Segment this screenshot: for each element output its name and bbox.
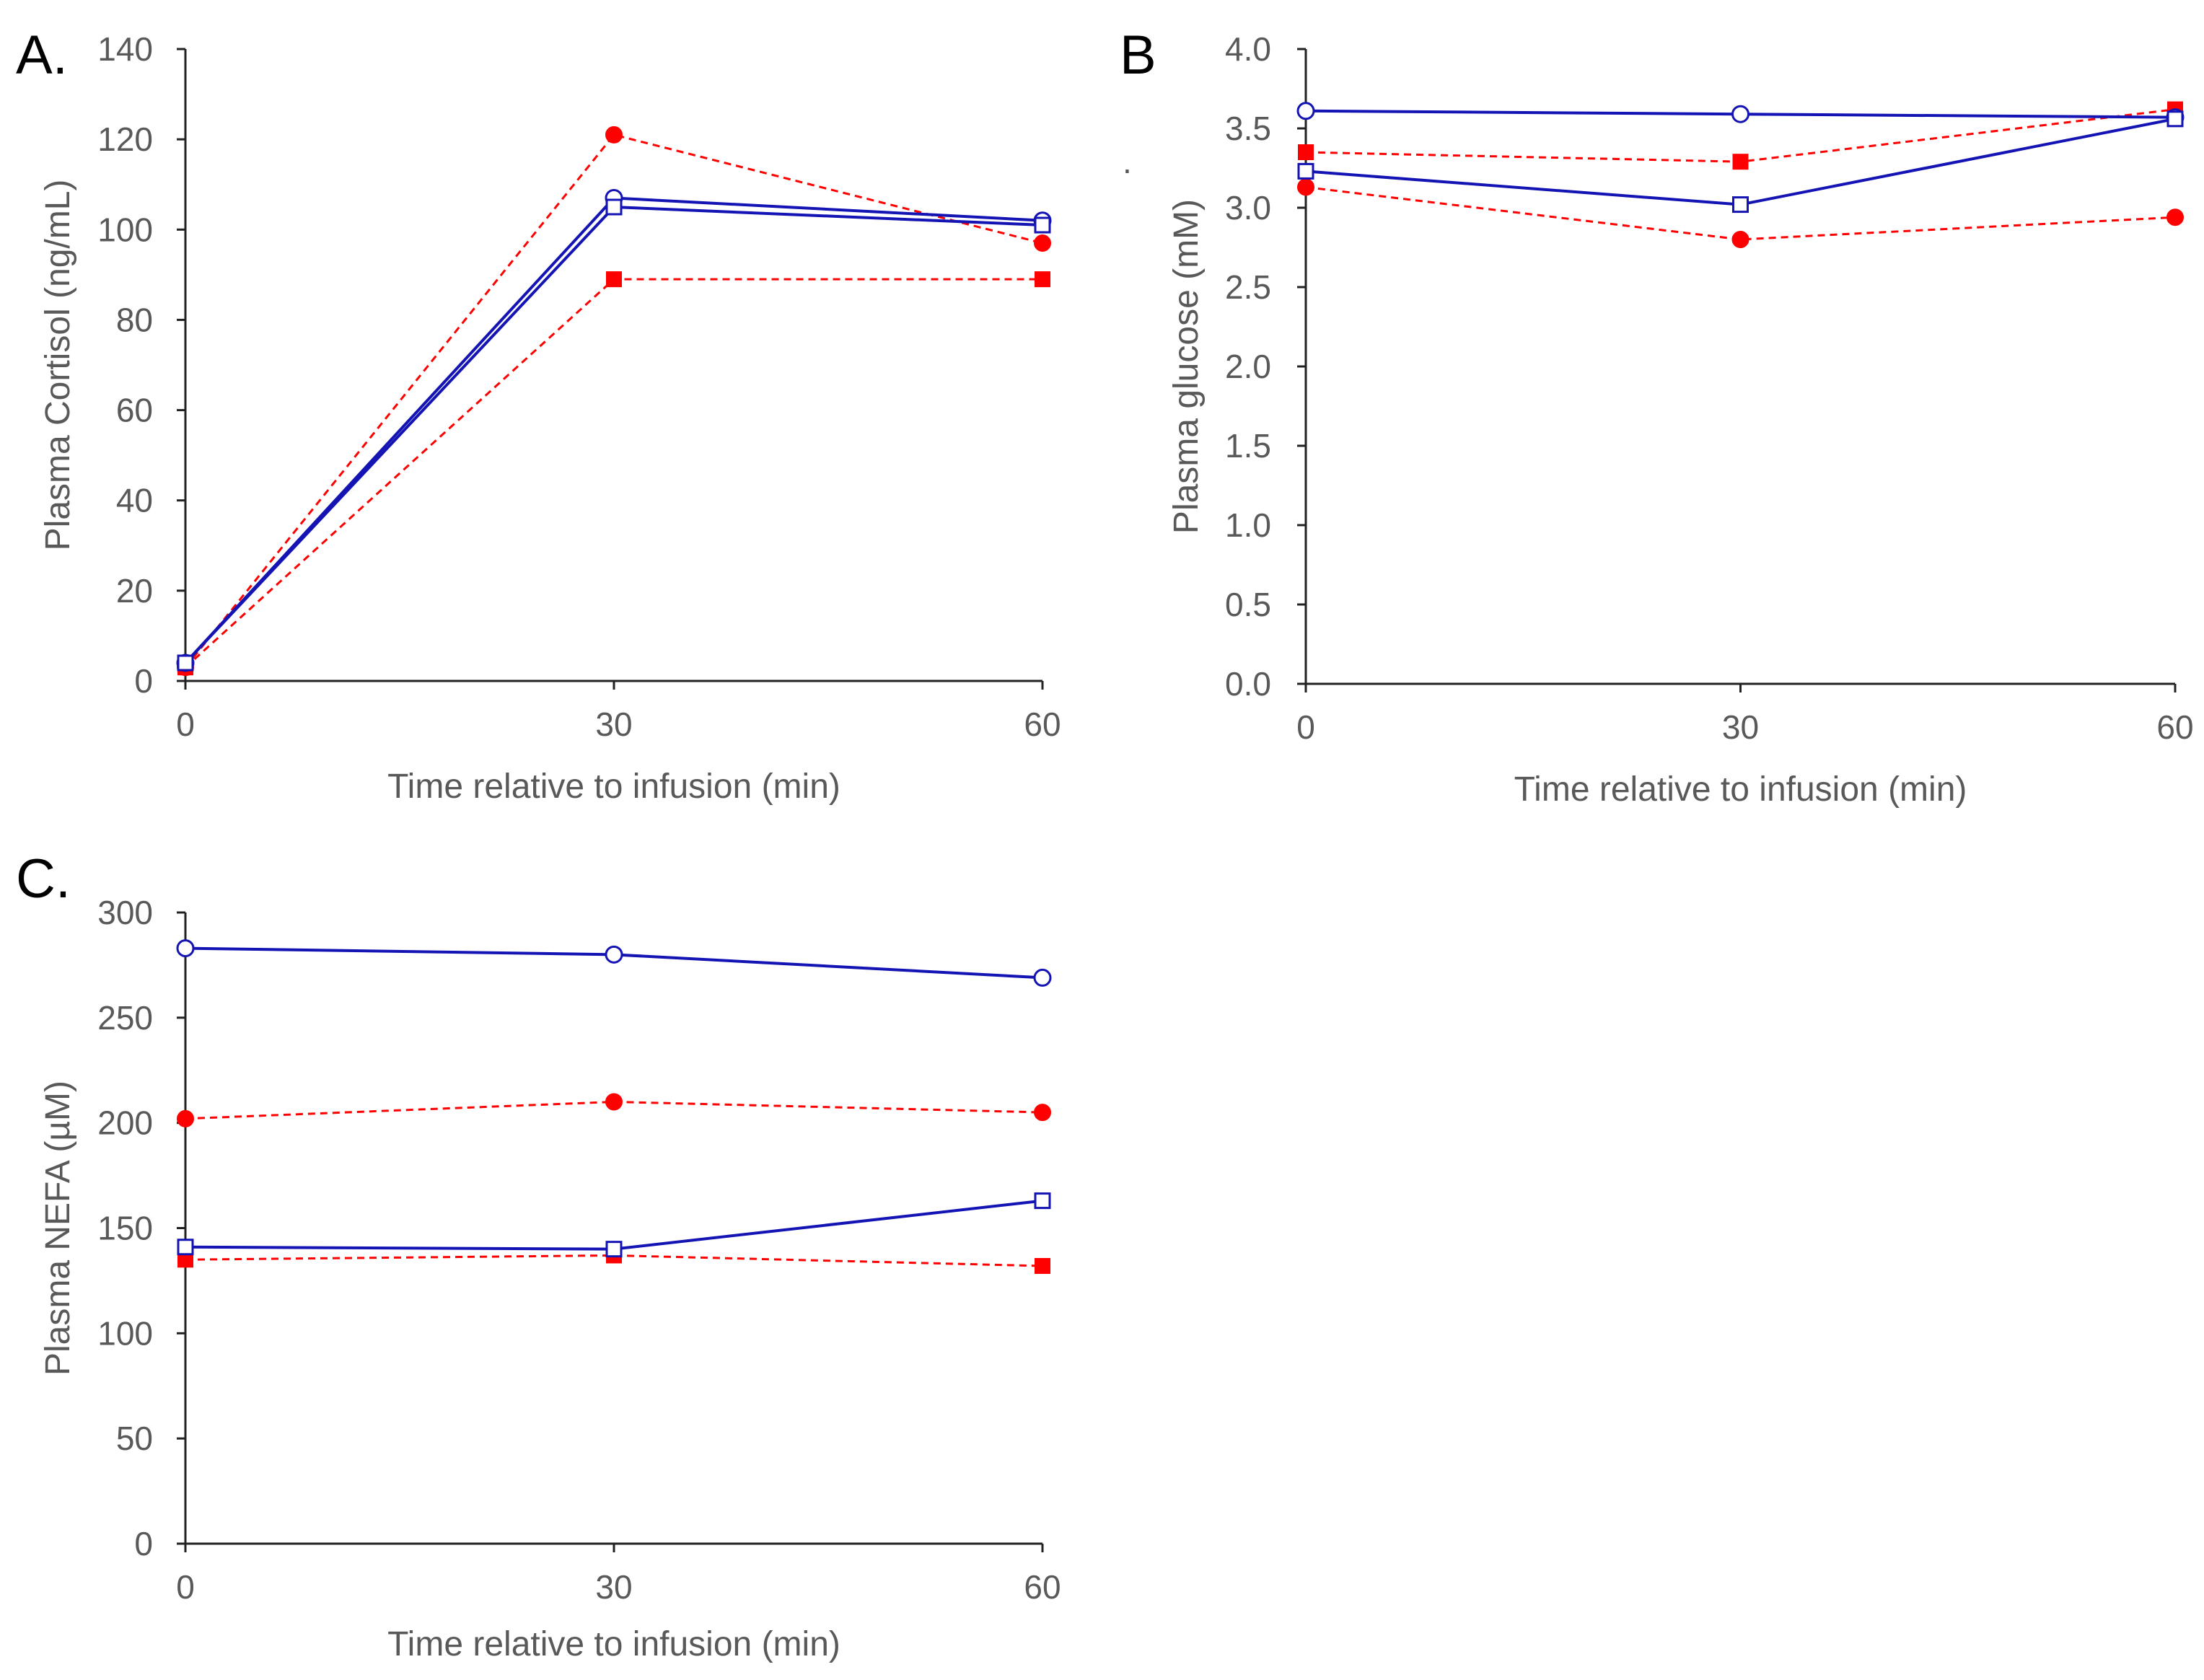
panel-c-data-point [177, 1109, 194, 1127]
panel-b-series-square-open [1297, 110, 2184, 214]
panel-a-y-tick-label: 80 [116, 301, 153, 338]
panel-c-letter: C. [16, 848, 71, 910]
panel-b-data-point [1297, 178, 1314, 196]
panel-c-data-point [605, 1241, 623, 1258]
panel-a-y-tick-label: 60 [116, 392, 153, 429]
panel-b-x-tick-label: 30 [1722, 708, 1759, 746]
panel-b-data-point [1298, 144, 1314, 160]
panel-a: A. 0 20 40 60 80 100 120 140 0 30 60 Time relative t… [16, 25, 1061, 806]
panel-b-y-tick-label: 1.5 [1225, 427, 1271, 465]
panel-b-series-line [1305, 185, 2176, 241]
panel-b-y-tick-label: 4.0 [1225, 30, 1271, 68]
panel-a-data-point [1035, 271, 1050, 288]
panel-a-y-tick-label: 140 [97, 30, 153, 68]
panel-b-series-circle-filled [1297, 178, 2184, 248]
panel-c-data-point [1035, 1258, 1050, 1274]
panel-c-y-tick-label: 200 [97, 1104, 153, 1142]
panel-b-data-point [1731, 231, 1749, 248]
panel-b-y-tick-label: 2.5 [1225, 268, 1271, 306]
panel-b-data-point [1297, 162, 1314, 180]
panel-b-x-tick-label: 60 [2156, 708, 2193, 746]
panel-c-data-point [1033, 968, 1052, 987]
panel-b-y-tick-label: 1.0 [1225, 506, 1271, 544]
panel-c-series-line [185, 1100, 1043, 1120]
panel-b: B 0.0 0.5 1.0 1.5 2.0 2.5 3.0 3.5 4.0 0 30 60 Time re… [1120, 25, 2194, 809]
panel-a-series-line [184, 133, 1043, 669]
panel-a-data-point [605, 126, 623, 144]
panel-a-x-axis-title: Time relative to infusion (min) [387, 768, 840, 806]
panel-c-y-tick-label: 50 [116, 1420, 153, 1457]
panel-b-x-tick-label: 0 [1296, 708, 1315, 746]
panel-c-y-tick-label: 300 [97, 894, 153, 931]
panel-b-x-axis-title: Time relative to infusion (min) [1514, 770, 1967, 809]
panel-a-series-line [184, 196, 1043, 664]
panel-c-data-point [1034, 1192, 1051, 1210]
panel-c: C. 0 50 100 150 200 250 300 0 30 60 Time relative t… [16, 848, 1061, 1663]
panel-b-data-point [1296, 102, 1315, 120]
panel-b-letter: B [1120, 25, 1156, 86]
panel-c-y-tick-label: 100 [97, 1314, 153, 1352]
panel-c-x-axis-title: Time relative to infusion (min) [387, 1625, 840, 1663]
panel-c-data-point [605, 945, 623, 964]
panel-a-data-point [1034, 234, 1051, 252]
panel-c-series-circle-open [176, 939, 1052, 987]
panel-b-y-tick-label: 0.0 [1225, 665, 1271, 703]
panel-b-data-point [1731, 105, 1749, 123]
panel-c-data-point [605, 1093, 623, 1111]
panel-c-data-point [1034, 1104, 1051, 1122]
panel-b-y-tick-label: 3.0 [1225, 189, 1271, 227]
panel-a-y-tick-label: 100 [97, 211, 153, 248]
panel-c-series-circle-filled [177, 1093, 1051, 1127]
panel-a-y-tick-label: 20 [116, 572, 153, 610]
panel-c-data-point [176, 939, 195, 958]
panel-b-series-circle-open [1296, 102, 2185, 127]
panel-c-y-tick-label: 250 [97, 999, 153, 1037]
panel-a-data-point [177, 654, 194, 672]
panel-b-data-point [2166, 110, 2184, 128]
panel-c-x-tick-label: 60 [1024, 1568, 1061, 1606]
panel-a-letter: A. [16, 25, 68, 86]
panel-c-data-point [177, 1239, 194, 1256]
panel-b-data-point [2166, 208, 2184, 227]
panel-b-y-tick-label: 3.5 [1225, 110, 1271, 147]
stray-dot-mark: . [1123, 143, 1132, 180]
panel-c-y-tick-label: 150 [97, 1210, 153, 1247]
panel-c-y-tick-label: 0 [134, 1525, 153, 1562]
panel-a-series-circle-open [176, 188, 1052, 672]
panel-b-data-point [1732, 154, 1749, 170]
panel-b-y-tick-label: 2.0 [1225, 348, 1271, 385]
panel-a-y-tick-label: 40 [116, 482, 153, 519]
panel-b-y-tick-label: 0.5 [1225, 586, 1271, 623]
panel-a-series-square-open [177, 198, 1051, 672]
panel-c-y-axis-title: Plasma NEFA (µM) [39, 1081, 77, 1376]
panel-a-data-point [1034, 216, 1051, 234]
panel-a-data-point [606, 271, 622, 288]
panel-b-data-point [1732, 196, 1749, 214]
panel-c-series-line [185, 1254, 1043, 1267]
panel-c-x-tick-label: 30 [595, 1568, 632, 1606]
panel-a-y-tick-label: 0 [134, 662, 153, 700]
panel-a-x-tick-label: 60 [1024, 705, 1061, 743]
panel-c-series-square-open [177, 1192, 1051, 1258]
panel-a-y-axis-title: Plasma Cortisol (ng/mL) [39, 180, 77, 551]
panel-a-x-tick-label: 0 [176, 705, 195, 743]
panel-a-y-tick-label: 120 [97, 120, 153, 158]
panel-b-y-axis-title: Plasma glucose (mM) [1167, 199, 1206, 534]
panel-a-data-point [605, 198, 623, 216]
panel-a-series-line [184, 278, 1042, 669]
panel-a-x-tick-label: 30 [595, 705, 632, 743]
panel-c-x-tick-label: 0 [176, 1568, 195, 1606]
panel-a-series-square-filled [177, 271, 1050, 676]
